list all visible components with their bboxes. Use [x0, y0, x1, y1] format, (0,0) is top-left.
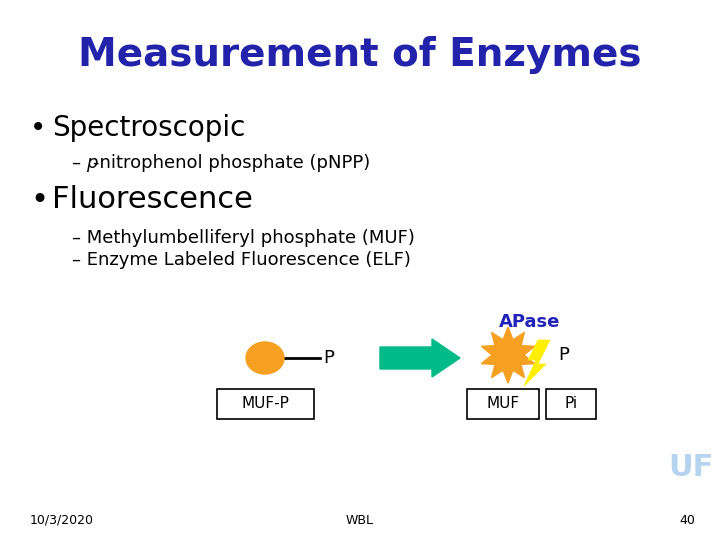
FancyBboxPatch shape — [217, 389, 314, 419]
Text: 40: 40 — [679, 514, 695, 526]
Text: Fluorescence: Fluorescence — [52, 186, 253, 214]
Text: MUF-P: MUF-P — [242, 396, 289, 411]
Text: -nitrophenol phosphate (pNPP): -nitrophenol phosphate (pNPP) — [93, 154, 370, 172]
Text: P: P — [323, 349, 334, 367]
Text: Measurement of Enzymes: Measurement of Enzymes — [78, 36, 642, 74]
Text: WBL: WBL — [346, 514, 374, 526]
Text: •: • — [30, 186, 48, 214]
Text: •: • — [30, 114, 46, 142]
Text: – Enzyme Labeled Fluorescence (ELF): – Enzyme Labeled Fluorescence (ELF) — [72, 251, 411, 269]
Text: UF: UF — [668, 454, 714, 483]
Text: –: – — [72, 154, 86, 172]
Text: MUF: MUF — [487, 396, 520, 411]
FancyBboxPatch shape — [467, 389, 539, 419]
Text: Spectroscopic: Spectroscopic — [52, 114, 246, 142]
Text: p: p — [86, 154, 97, 172]
Text: APase: APase — [499, 313, 561, 331]
Text: Pi: Pi — [564, 396, 577, 411]
FancyBboxPatch shape — [546, 389, 596, 419]
FancyArrow shape — [380, 339, 460, 377]
Text: P: P — [558, 346, 569, 364]
Ellipse shape — [246, 342, 284, 374]
Polygon shape — [482, 327, 535, 383]
Polygon shape — [524, 340, 550, 386]
Text: 10/3/2020: 10/3/2020 — [30, 514, 94, 526]
Text: – Methylumbelliferyl phosphate (MUF): – Methylumbelliferyl phosphate (MUF) — [72, 229, 415, 247]
